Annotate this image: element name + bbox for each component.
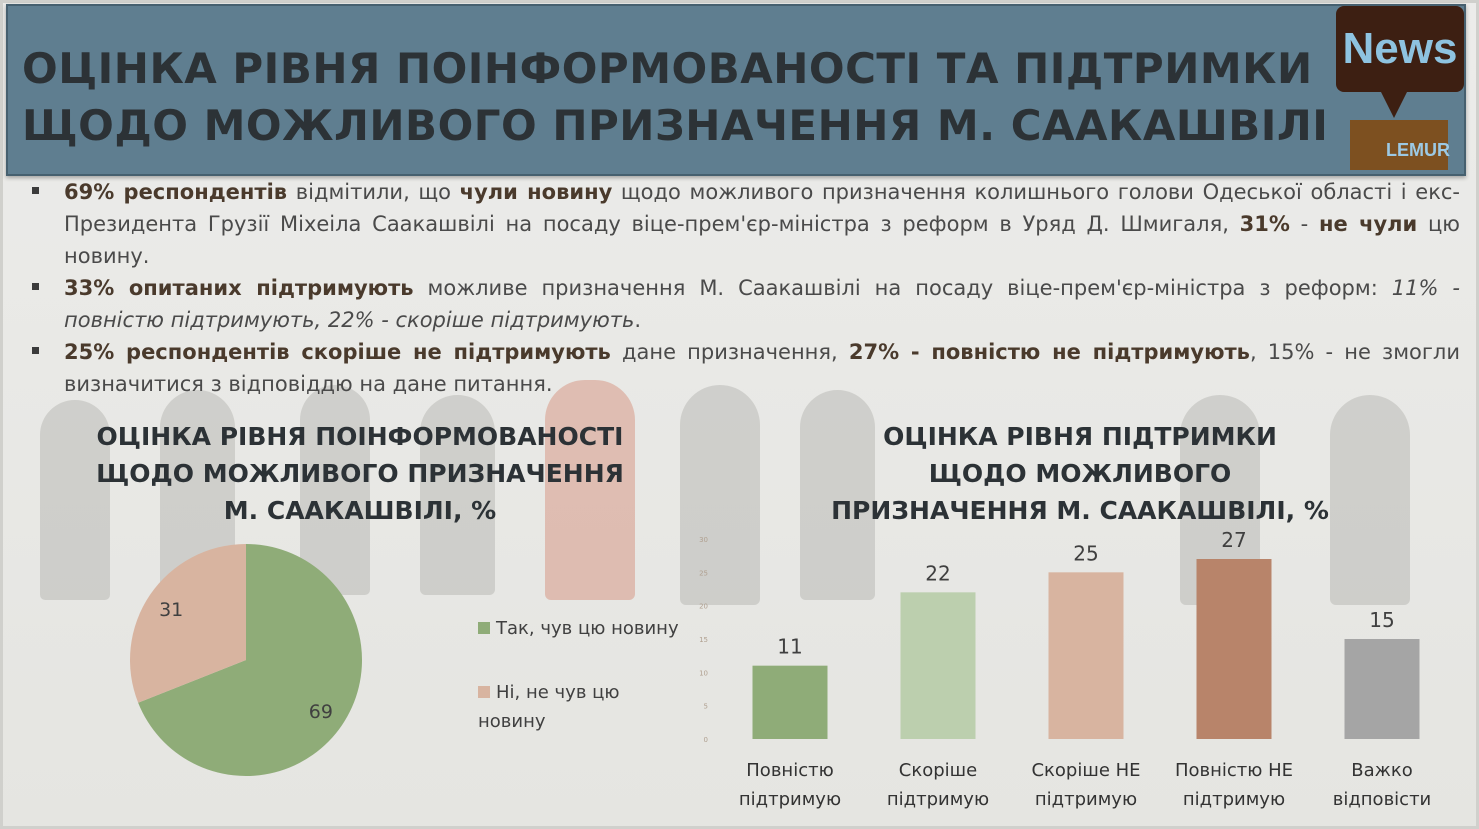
- bullet-item: 33% опитаних підтримують можливе признач…: [30, 272, 1460, 336]
- pie-slice: [130, 544, 246, 703]
- y-tick-label: 25: [699, 569, 708, 577]
- pie-data-label: 31: [159, 599, 183, 621]
- x-category-label: Скоріше підтримую: [886, 760, 990, 810]
- y-tick-label: 30: [699, 536, 708, 544]
- y-tick-label: 15: [699, 636, 708, 644]
- y-tick-label: 10: [699, 669, 708, 677]
- y-tick-label: 5: [704, 703, 708, 711]
- bar: [1196, 559, 1272, 739]
- pie-legend-item: Так, чув цю новину: [478, 618, 679, 639]
- bar-data-label: 22: [925, 561, 950, 585]
- header-banner: [6, 4, 1466, 176]
- title-line-1: ОЦІНКА РІВНЯ ПОІНФОРМОВАНОСТІ ТА ПІДТРИМ…: [22, 44, 1313, 93]
- pie-data-label: 69: [309, 701, 333, 723]
- x-category-label: Скоріше НЕ підтримую: [1031, 760, 1141, 810]
- bar-data-label: 27: [1221, 528, 1246, 552]
- summary-bullets: 69% респондентів відмітили, що чули нови…: [30, 176, 1460, 400]
- bar: [900, 592, 976, 739]
- bar: [1344, 639, 1420, 739]
- bar-data-label: 25: [1073, 541, 1098, 565]
- bullet-item: 69% респондентів відмітили, що чули нови…: [30, 176, 1460, 272]
- title-line-2: ЩОДО МОЖЛИВОГО ПРИЗНАЧЕННЯ М. СААКАШВІЛІ: [22, 101, 1329, 150]
- x-category-label: Важко відповісти: [1332, 760, 1432, 810]
- bar: [1048, 572, 1124, 739]
- bar: [752, 665, 828, 739]
- pie-legend-item: Ні, не чув цю новину: [478, 682, 620, 732]
- pie-chart-title: ОЦІНКА РІВНЯ ПОІНФОРМОВАНОСТІ ЩОДО МОЖЛИ…: [96, 422, 624, 525]
- news-lemur-logo: News LEMUR: [1336, 6, 1464, 170]
- y-tick-label: 20: [699, 603, 708, 611]
- page-title: ОЦІНКА РІВНЯ ПОІНФОРМОВАНОСТІ ТА ПІДТРИМ…: [22, 40, 1328, 154]
- logo-brand: LEMUR: [1350, 120, 1450, 170]
- bar-data-label: 11: [777, 635, 802, 659]
- y-tick-label: 0: [704, 736, 708, 744]
- bar-chart-title: ОЦІНКА РІВНЯ ПІДТРИМКИ ЩОДО МОЖЛИВОГО ПР…: [831, 422, 1329, 525]
- bullet-item: 25% респондентів скоріше не підтримують …: [30, 336, 1460, 400]
- pie-slice: [138, 544, 362, 776]
- x-category-label: Повністю НЕ підтримую: [1174, 760, 1294, 810]
- bar-data-label: 15: [1369, 608, 1394, 632]
- logo-news: News: [1336, 6, 1464, 92]
- x-category-label: Повністю підтримую: [738, 760, 842, 810]
